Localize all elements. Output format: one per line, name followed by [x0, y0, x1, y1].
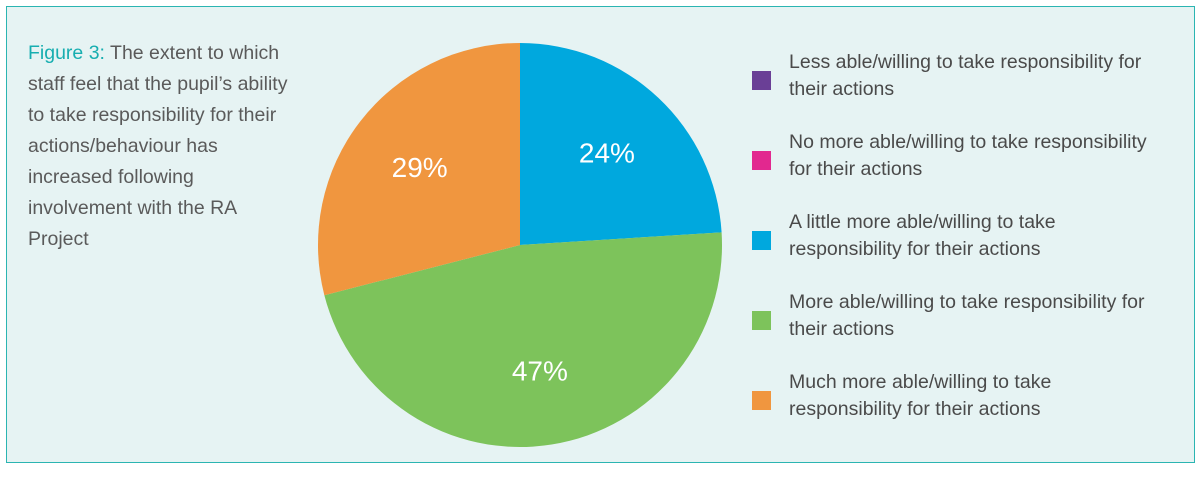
figure-caption-text: The extent to which staff feel that the … — [28, 42, 288, 250]
legend-label: No more able/willing to take responsibil… — [789, 131, 1147, 180]
legend-label: More able/willing to take responsibility… — [789, 291, 1145, 340]
pie-slice-label: 24% — [579, 137, 635, 168]
legend-swatch — [752, 71, 771, 90]
figure-label: Figure 3: — [28, 42, 105, 64]
figure-caption: Figure 3: The extent to which staff feel… — [28, 38, 298, 255]
legend-swatch — [752, 151, 771, 170]
pie-slice — [324, 232, 722, 447]
pie-slice — [520, 43, 722, 245]
legend-label: A little more able/willing to take respo… — [789, 211, 1056, 260]
pie-slice-label: 29% — [392, 152, 448, 183]
legend-label: Less able/willing to take responsibility… — [789, 51, 1142, 100]
legend-label: Much more able/willing to take responsib… — [789, 371, 1052, 420]
pie-slice-label: 47% — [512, 355, 568, 386]
legend-swatch — [752, 231, 771, 250]
pie-slice-labels: 24% 47% 29% — [392, 137, 635, 386]
legend-swatch — [752, 311, 771, 330]
legend-swatch — [752, 391, 771, 410]
pie-slices — [318, 43, 722, 447]
pie-slice — [318, 43, 520, 296]
